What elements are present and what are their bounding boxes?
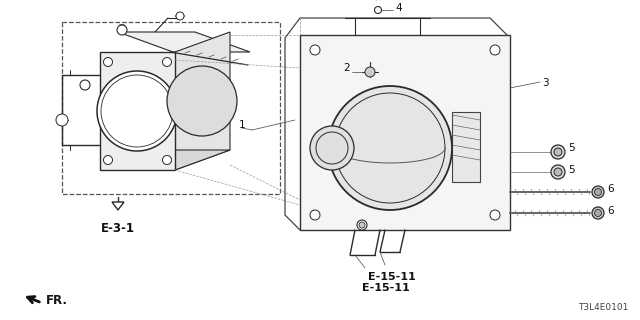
Polygon shape xyxy=(118,32,250,52)
Text: E-15-11: E-15-11 xyxy=(362,283,410,293)
Circle shape xyxy=(310,45,320,55)
Circle shape xyxy=(167,66,237,136)
Circle shape xyxy=(104,156,113,164)
Circle shape xyxy=(490,210,500,220)
Circle shape xyxy=(554,168,562,176)
Circle shape xyxy=(310,210,320,220)
Circle shape xyxy=(554,148,562,156)
Text: 2: 2 xyxy=(344,63,350,73)
Circle shape xyxy=(328,86,452,210)
Text: FR.: FR. xyxy=(46,294,68,308)
Circle shape xyxy=(97,71,177,151)
Polygon shape xyxy=(112,202,124,210)
Text: 3: 3 xyxy=(542,78,548,88)
Circle shape xyxy=(117,25,127,35)
Polygon shape xyxy=(175,32,230,170)
Circle shape xyxy=(104,58,113,67)
Circle shape xyxy=(163,156,172,164)
Circle shape xyxy=(310,126,354,170)
Text: 4: 4 xyxy=(395,3,402,13)
Circle shape xyxy=(374,6,381,13)
Bar xyxy=(62,22,280,194)
Circle shape xyxy=(359,222,365,228)
Circle shape xyxy=(176,12,184,20)
Circle shape xyxy=(592,207,604,219)
Circle shape xyxy=(592,186,604,198)
Text: 6: 6 xyxy=(607,184,614,194)
Circle shape xyxy=(595,210,602,217)
Bar xyxy=(100,52,175,170)
Text: 5: 5 xyxy=(568,143,575,153)
Circle shape xyxy=(163,58,172,67)
Text: T3L4E0101: T3L4E0101 xyxy=(578,303,628,312)
Text: 6: 6 xyxy=(607,206,614,216)
Circle shape xyxy=(56,114,68,126)
Text: 1: 1 xyxy=(238,120,245,130)
Bar xyxy=(300,35,510,230)
Polygon shape xyxy=(100,150,230,170)
Text: 5: 5 xyxy=(568,165,575,175)
Circle shape xyxy=(357,220,367,230)
Circle shape xyxy=(595,188,602,196)
Circle shape xyxy=(551,145,565,159)
Text: E-3-1: E-3-1 xyxy=(101,222,135,235)
Text: E-15-11: E-15-11 xyxy=(368,272,416,282)
Circle shape xyxy=(80,80,90,90)
Circle shape xyxy=(365,67,375,77)
Circle shape xyxy=(490,45,500,55)
Circle shape xyxy=(551,165,565,179)
Bar xyxy=(452,112,480,182)
